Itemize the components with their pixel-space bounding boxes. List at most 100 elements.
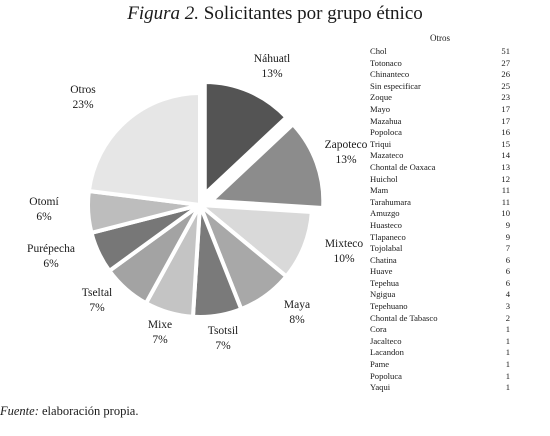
others-item: Popoloca 16 (370, 127, 510, 139)
others-item-count: 6 (505, 277, 510, 288)
figure-number: Figura 2. (127, 3, 200, 24)
others-item-name: Chol (370, 46, 387, 56)
others-item: Tojolabal 7 (370, 243, 510, 255)
others-item-name: Tepehua (370, 277, 399, 288)
others-item-name: Popoluca (370, 370, 402, 381)
others-item-count: 16 (501, 127, 510, 138)
pie-slice (206, 121, 326, 211)
others-item-name: Popoloca (370, 127, 402, 138)
others-item: Mazateco 14 (370, 150, 510, 162)
slice-label: Tseltal (82, 287, 113, 299)
others-list: Chol 51 Totonaco 27 Chinanteco 26 Sin especifi… (370, 46, 510, 394)
others-item-count: 1 (505, 359, 510, 370)
others-item: Cora 1 (370, 324, 510, 336)
others-item-name: Chinanteco (370, 69, 410, 80)
others-item-count: 9 (505, 219, 510, 230)
others-title: Otros (430, 33, 450, 43)
others-item: Huichol 12 (370, 174, 510, 186)
others-item-name: Sin especificar (370, 80, 421, 91)
others-item: Pame 1 (370, 359, 510, 371)
others-item: Huasteco 9 (370, 220, 510, 232)
others-item-name: Tarahumara (370, 196, 411, 207)
others-item-name: Mam (370, 185, 389, 196)
others-item-name: Mazateco (370, 150, 404, 161)
others-item: Mazahua 17 (370, 116, 510, 128)
others-item-count: 9 (505, 231, 510, 242)
slice-label: Náhuatl (254, 53, 290, 65)
slice-label: Maya (284, 299, 310, 311)
others-item-name: Chontal de Tabasco (370, 312, 438, 323)
slice-percent-label: 6% (43, 258, 59, 270)
others-item-count: 26 (501, 69, 510, 80)
source-label: Fuente: (0, 404, 39, 418)
slice-percent-label: 10% (333, 253, 355, 265)
others-item-name: Tepehuano (370, 301, 408, 312)
others-item-count: 25 (501, 80, 510, 91)
others-item: Ngigua 4 (370, 289, 510, 301)
others-item-name: Lacandon (370, 347, 404, 358)
others-item-count: 14 (501, 150, 510, 161)
others-item: Tarahumara 11 (370, 197, 510, 209)
slice-label: Tsotsil (208, 325, 239, 337)
others-item-count: 1 (505, 324, 510, 335)
others-item-count: 23 (501, 92, 510, 103)
slice-percent-label: 7% (152, 334, 168, 346)
others-breakdown: Otros Chol 51 Totonaco 27 Chinanteco 26 Sin es… (370, 33, 510, 394)
slice-label: Mixe (148, 319, 172, 331)
pie-slice (202, 79, 290, 199)
others-item-count: 4 (505, 289, 510, 300)
others-item-count: 6 (505, 254, 510, 265)
others-item: Mayo 17 (370, 104, 510, 116)
figure-title: Figura 2. Solicitantes por grupo étnico (0, 3, 550, 25)
others-item-count: 13 (501, 161, 510, 172)
others-item-name: Chatina (370, 254, 397, 265)
others-item-name: Pame (370, 359, 390, 370)
others-item-count: 17 (501, 103, 510, 114)
others-item-name: Huichol (370, 173, 398, 184)
slice-label: Mixteco (325, 238, 364, 250)
others-item-count: 27 (501, 57, 510, 68)
others-item-count: 51 (501, 46, 510, 56)
others-item-count: 2 (505, 312, 510, 323)
slice-label: Zapoteco (325, 139, 368, 151)
others-item: Triqui 15 (370, 139, 510, 151)
slice-percent-label: 6% (36, 211, 52, 223)
others-item-name: Yaqui (370, 382, 391, 393)
others-item: Popoluca 1 (370, 371, 510, 383)
figure-title-text: Solicitantes por grupo étnico (203, 3, 423, 24)
others-item: Chol 51 (370, 46, 510, 58)
others-item: Yaqui 1 (370, 382, 510, 394)
others-item-name: Zoque (370, 92, 392, 103)
others-item: Tepehua 6 (370, 278, 510, 290)
others-item-count: 15 (501, 138, 510, 149)
others-item: Chontal de Tabasco 2 (370, 313, 510, 325)
slice-percent-label: 7% (215, 340, 231, 352)
others-item-name: Amuzgo (370, 208, 400, 219)
others-item-name: Huave (370, 266, 393, 277)
others-item: Sin especificar 25 (370, 81, 510, 93)
others-item: Mam 11 (370, 185, 510, 197)
pie-labels: Náhuatl 13% Zapoteco 13% Mixteco 10% Maya 8% Tso… (27, 53, 368, 352)
others-item-count: 1 (505, 382, 510, 393)
others-item-count: 1 (505, 335, 510, 346)
others-item-name: Totonaco (370, 57, 402, 68)
others-item-name: Ngigua (370, 289, 396, 300)
slice-label: Otros (70, 84, 96, 96)
others-item-name: Tlapaneco (370, 231, 406, 242)
others-item: Totonaco 27 (370, 58, 510, 70)
others-item: Lacandon 1 (370, 347, 510, 359)
slice-percent-label: 23% (72, 99, 94, 111)
slice-label: Otomí (29, 196, 59, 208)
others-item-name: Huasteco (370, 219, 402, 230)
others-item-count: 3 (505, 301, 510, 312)
others-item-count: 6 (505, 266, 510, 277)
others-item-count: 10 (501, 208, 510, 219)
slice-percent-label: 8% (289, 314, 305, 326)
others-item-name: Mayo (370, 103, 391, 114)
others-item-count: 11 (501, 185, 510, 196)
others-item-count: 1 (505, 370, 510, 381)
slice-percent-label: 7% (89, 302, 105, 314)
others-item: Jacalteco 1 (370, 336, 510, 348)
slice-percent-label: 13% (335, 154, 357, 166)
